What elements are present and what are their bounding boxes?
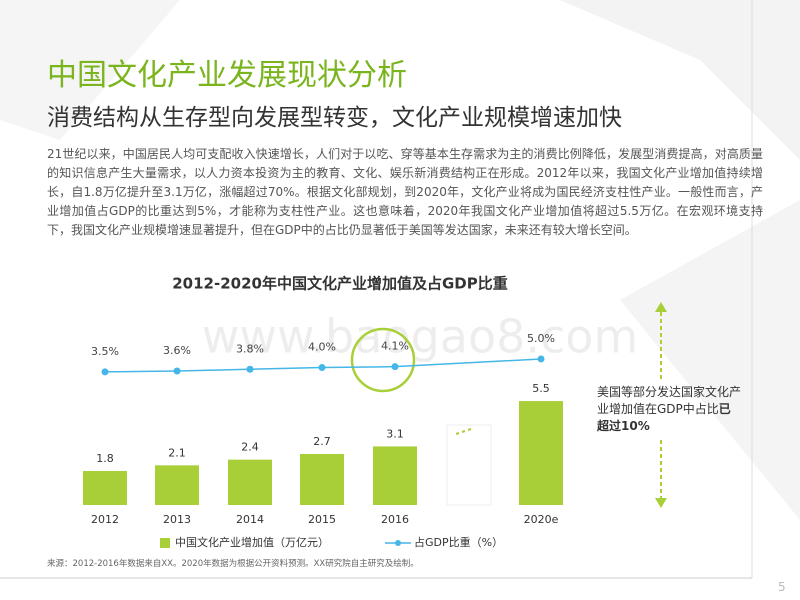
line-label: 4.0% bbox=[308, 341, 336, 354]
chart-title: 2012-2020年中国文化产业增加值及占GDP比重 bbox=[172, 275, 507, 293]
bar bbox=[155, 465, 199, 505]
x-tick-label: 2012 bbox=[91, 513, 119, 526]
bar-label: 2.1 bbox=[168, 446, 186, 459]
line-label: 3.6% bbox=[163, 344, 191, 357]
x-tick-label: 2014 bbox=[236, 513, 264, 526]
bar-label: 2.4 bbox=[241, 441, 259, 454]
bar-label: 1.8 bbox=[96, 452, 114, 465]
line bbox=[104, 358, 542, 373]
line-point bbox=[318, 364, 326, 372]
line-point bbox=[391, 363, 399, 371]
title: 中国文化产业发展现状分析 bbox=[47, 58, 407, 93]
line-point bbox=[246, 365, 254, 373]
line-label: 5.0% bbox=[527, 332, 555, 345]
subtitle: 消费结构从生存型向发展型转变，文化产业规模增速加快 bbox=[47, 105, 622, 131]
legend-label: 中国文化产业增加值（万亿元） bbox=[175, 535, 329, 549]
bar-label: 3.1 bbox=[386, 427, 404, 440]
line-label: 3.5% bbox=[91, 345, 119, 358]
axis-break bbox=[446, 424, 492, 506]
x-tick-label: 2013 bbox=[163, 513, 191, 526]
highlight-circle bbox=[350, 327, 416, 393]
legend-swatch bbox=[160, 538, 170, 548]
x-tick-label: 2015 bbox=[308, 513, 336, 526]
source: 来源：2012-2016年数据来自XX。2020年数据为根据公开资料预测。XX研… bbox=[47, 559, 419, 569]
line-label: 4.1% bbox=[381, 340, 409, 353]
bar-label: 2.7 bbox=[313, 435, 331, 448]
x-tick-label: 2020e bbox=[524, 513, 559, 526]
page-number: 5 bbox=[778, 580, 786, 594]
bar bbox=[83, 470, 127, 505]
x-tick-label: 2016 bbox=[381, 513, 409, 526]
body-text: 21世纪以来，中国居民人均可支配收入快速增长，人们对于以吃、穿等基本生存需求为主… bbox=[47, 147, 763, 237]
arrow-down bbox=[655, 498, 667, 508]
bar-label: 5.5 bbox=[532, 382, 550, 395]
annotation: 美国等部分发达国家文化产业增加值在GDP中占比已超过10% bbox=[597, 385, 742, 433]
bar bbox=[300, 453, 344, 505]
watermark: www.baogao8.com bbox=[202, 310, 638, 364]
line-point bbox=[537, 355, 545, 363]
arrow-up bbox=[655, 302, 667, 312]
line-point bbox=[173, 367, 181, 375]
legend-label: 占GDP比重（%） bbox=[414, 535, 503, 549]
bar bbox=[373, 446, 417, 505]
line-label: 3.8% bbox=[236, 342, 264, 355]
legend-dot bbox=[395, 540, 401, 546]
bar bbox=[519, 401, 563, 505]
break-dashes bbox=[455, 428, 472, 435]
line-point bbox=[101, 368, 109, 376]
bar bbox=[228, 459, 272, 505]
